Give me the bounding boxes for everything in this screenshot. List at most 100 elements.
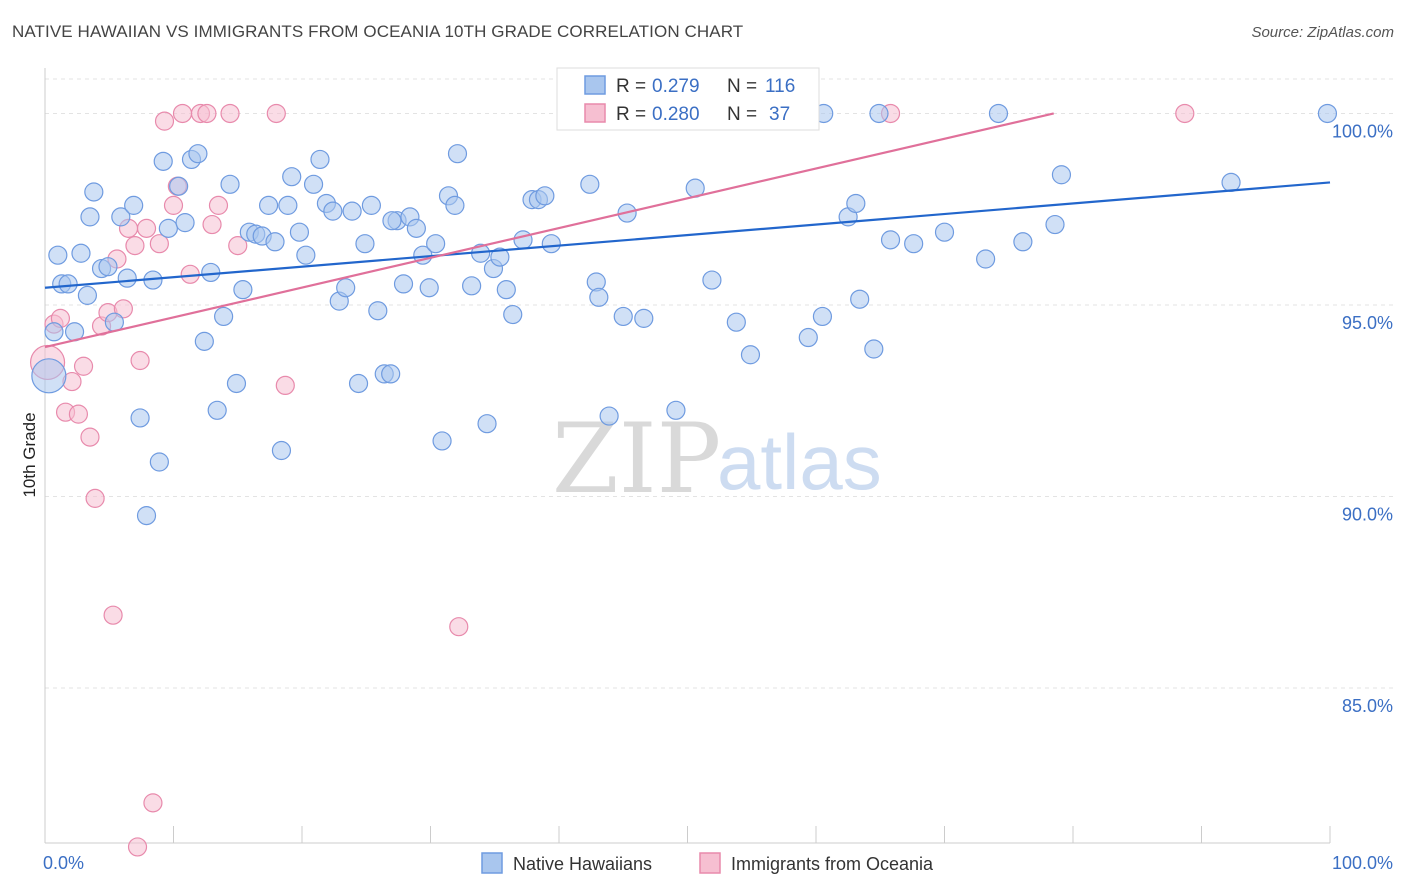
native-hawaiians-point[interactable] bbox=[84, 182, 104, 202]
native-hawaiians-point[interactable] bbox=[880, 230, 901, 250]
native-hawaiians-point[interactable] bbox=[864, 339, 884, 359]
immigrants-from-oceania-point[interactable] bbox=[136, 218, 157, 238]
native-hawaiians-point[interactable] bbox=[513, 230, 533, 250]
immigrants-from-oceania-point[interactable] bbox=[220, 103, 240, 124]
native-hawaiians-point[interactable] bbox=[846, 193, 866, 214]
immigrants-from-oceania-point[interactable] bbox=[149, 234, 169, 254]
native-hawaiians-point[interactable] bbox=[296, 245, 316, 265]
immigrants-from-oceania-point[interactable] bbox=[130, 350, 150, 371]
native-hawaiians-point[interactable] bbox=[426, 234, 446, 254]
native-hawaiians-point[interactable] bbox=[535, 186, 555, 206]
immigrants-from-oceania-point[interactable] bbox=[85, 488, 105, 508]
native-hawaiians-point[interactable] bbox=[541, 234, 561, 254]
native-hawaiians-point[interactable] bbox=[282, 167, 302, 187]
immigrants-from-oceania-point[interactable] bbox=[73, 356, 94, 376]
native-hawaiians-point[interactable] bbox=[233, 280, 253, 300]
native-hawaiians-point[interactable] bbox=[1013, 232, 1033, 252]
native-hawaiians-point[interactable] bbox=[77, 285, 98, 305]
native-hawaiians-point[interactable] bbox=[169, 176, 189, 196]
native-hawaiians-point[interactable] bbox=[361, 195, 381, 215]
native-hawaiians-point[interactable] bbox=[702, 270, 722, 290]
native-hawaiians-point[interactable] bbox=[666, 400, 686, 420]
native-hawaiians-point[interactable] bbox=[323, 201, 343, 221]
native-hawaiians-point[interactable] bbox=[477, 414, 497, 434]
native-hawaiians-point[interactable] bbox=[355, 234, 375, 254]
native-hawaiians-point[interactable] bbox=[194, 331, 214, 351]
native-hawaiians-point[interactable] bbox=[503, 304, 523, 325]
native-hawaiians-point[interactable] bbox=[153, 151, 173, 171]
immigrants-from-oceania-point[interactable] bbox=[202, 214, 222, 235]
native-hawaiians-point[interactable] bbox=[976, 249, 996, 269]
native-hawaiians-point[interactable] bbox=[869, 103, 889, 124]
native-hawaiians-point[interactable] bbox=[342, 201, 362, 221]
native-hawaiians-point[interactable] bbox=[348, 373, 369, 394]
immigrants-from-oceania-point[interactable] bbox=[68, 404, 89, 424]
immigrants-from-oceania-point[interactable] bbox=[197, 103, 217, 124]
native-hawaiians-point[interactable] bbox=[58, 274, 78, 294]
immigrants-from-oceania-point[interactable] bbox=[172, 103, 193, 124]
native-hawaiians-point[interactable] bbox=[220, 174, 240, 194]
immigrants-from-oceania-point[interactable] bbox=[266, 103, 286, 124]
native-hawaiians-point[interactable] bbox=[1051, 165, 1072, 185]
immigrants-from-oceania-point[interactable] bbox=[228, 236, 248, 256]
native-hawaiians-point[interactable] bbox=[382, 211, 402, 231]
immigrants-from-oceania-point[interactable] bbox=[163, 195, 184, 215]
legend-label-native-hawaiians[interactable]: Native Hawaiians bbox=[513, 854, 652, 874]
native-hawaiians-point[interactable] bbox=[44, 322, 64, 342]
native-hawaiians-point[interactable] bbox=[80, 207, 100, 227]
native-hawaiians-point[interactable] bbox=[310, 149, 330, 170]
native-hawaiians-point[interactable] bbox=[634, 308, 654, 328]
native-hawaiians-point[interactable] bbox=[201, 262, 221, 283]
native-hawaiians-point[interactable] bbox=[740, 345, 761, 365]
native-hawaiians-point[interactable] bbox=[393, 274, 414, 294]
immigrants-from-oceania-point[interactable] bbox=[80, 427, 100, 447]
native-hawaiians-point[interactable] bbox=[988, 103, 1009, 124]
native-hawaiians-point[interactable] bbox=[726, 312, 746, 332]
native-hawaiians-point[interactable] bbox=[1045, 214, 1065, 235]
native-hawaiians-point[interactable] bbox=[278, 195, 298, 215]
native-hawaiians-point[interactable] bbox=[934, 222, 955, 242]
native-hawaiians-point[interactable] bbox=[214, 306, 234, 327]
native-hawaiians-point[interactable] bbox=[462, 276, 482, 296]
native-hawaiians-point[interactable] bbox=[447, 144, 468, 164]
immigrants-from-oceania-point[interactable] bbox=[1175, 103, 1195, 124]
legend-label-immigrants-from-oceania[interactable]: Immigrants from Oceania bbox=[731, 854, 934, 874]
native-hawaiians-point[interactable] bbox=[303, 174, 324, 194]
immigrants-from-oceania-point[interactable] bbox=[208, 195, 229, 215]
native-hawaiians-point[interactable] bbox=[71, 243, 91, 263]
native-hawaiians-point[interactable] bbox=[175, 213, 195, 233]
immigrants-from-oceania-point[interactable] bbox=[143, 793, 163, 813]
legend-swatch-native-hawaiians[interactable] bbox=[481, 852, 503, 874]
native-hawaiians-point[interactable] bbox=[336, 278, 356, 298]
native-hawaiians-point[interactable] bbox=[31, 358, 67, 394]
native-hawaiians-point[interactable] bbox=[580, 174, 600, 194]
native-hawaiians-point[interactable] bbox=[381, 364, 401, 384]
native-hawaiians-point[interactable] bbox=[1317, 103, 1338, 124]
immigrants-from-oceania-point[interactable] bbox=[449, 617, 469, 637]
native-hawaiians-point[interactable] bbox=[812, 306, 833, 327]
native-hawaiians-point[interactable] bbox=[289, 222, 310, 242]
native-hawaiians-point[interactable] bbox=[158, 218, 178, 238]
immigrants-from-oceania-point[interactable] bbox=[154, 111, 175, 131]
native-hawaiians-point[interactable] bbox=[111, 207, 131, 227]
native-hawaiians-point[interactable] bbox=[124, 195, 144, 215]
native-hawaiians-point[interactable] bbox=[265, 232, 285, 252]
native-hawaiians-point[interactable] bbox=[798, 327, 818, 348]
native-hawaiians-point[interactable] bbox=[98, 257, 118, 277]
native-hawaiians-point[interactable] bbox=[904, 234, 924, 254]
native-hawaiians-point[interactable] bbox=[419, 278, 439, 298]
native-hawaiians-point[interactable] bbox=[188, 144, 208, 164]
native-hawaiians-point[interactable] bbox=[496, 280, 516, 300]
immigrants-from-oceania-point[interactable] bbox=[103, 605, 123, 625]
native-hawaiians-point[interactable] bbox=[258, 195, 279, 215]
native-hawaiians-point[interactable] bbox=[117, 268, 137, 288]
native-hawaiians-point[interactable] bbox=[599, 406, 619, 426]
native-hawaiians-point[interactable] bbox=[490, 247, 510, 267]
native-hawaiians-point[interactable] bbox=[432, 431, 452, 451]
native-hawaiians-point[interactable] bbox=[207, 400, 227, 420]
native-hawaiians-point[interactable] bbox=[1221, 172, 1241, 193]
native-hawaiians-point[interactable] bbox=[149, 452, 169, 472]
native-hawaiians-point[interactable] bbox=[406, 218, 426, 238]
native-hawaiians-point[interactable] bbox=[271, 440, 292, 461]
immigrants-from-oceania-point[interactable] bbox=[125, 236, 145, 256]
